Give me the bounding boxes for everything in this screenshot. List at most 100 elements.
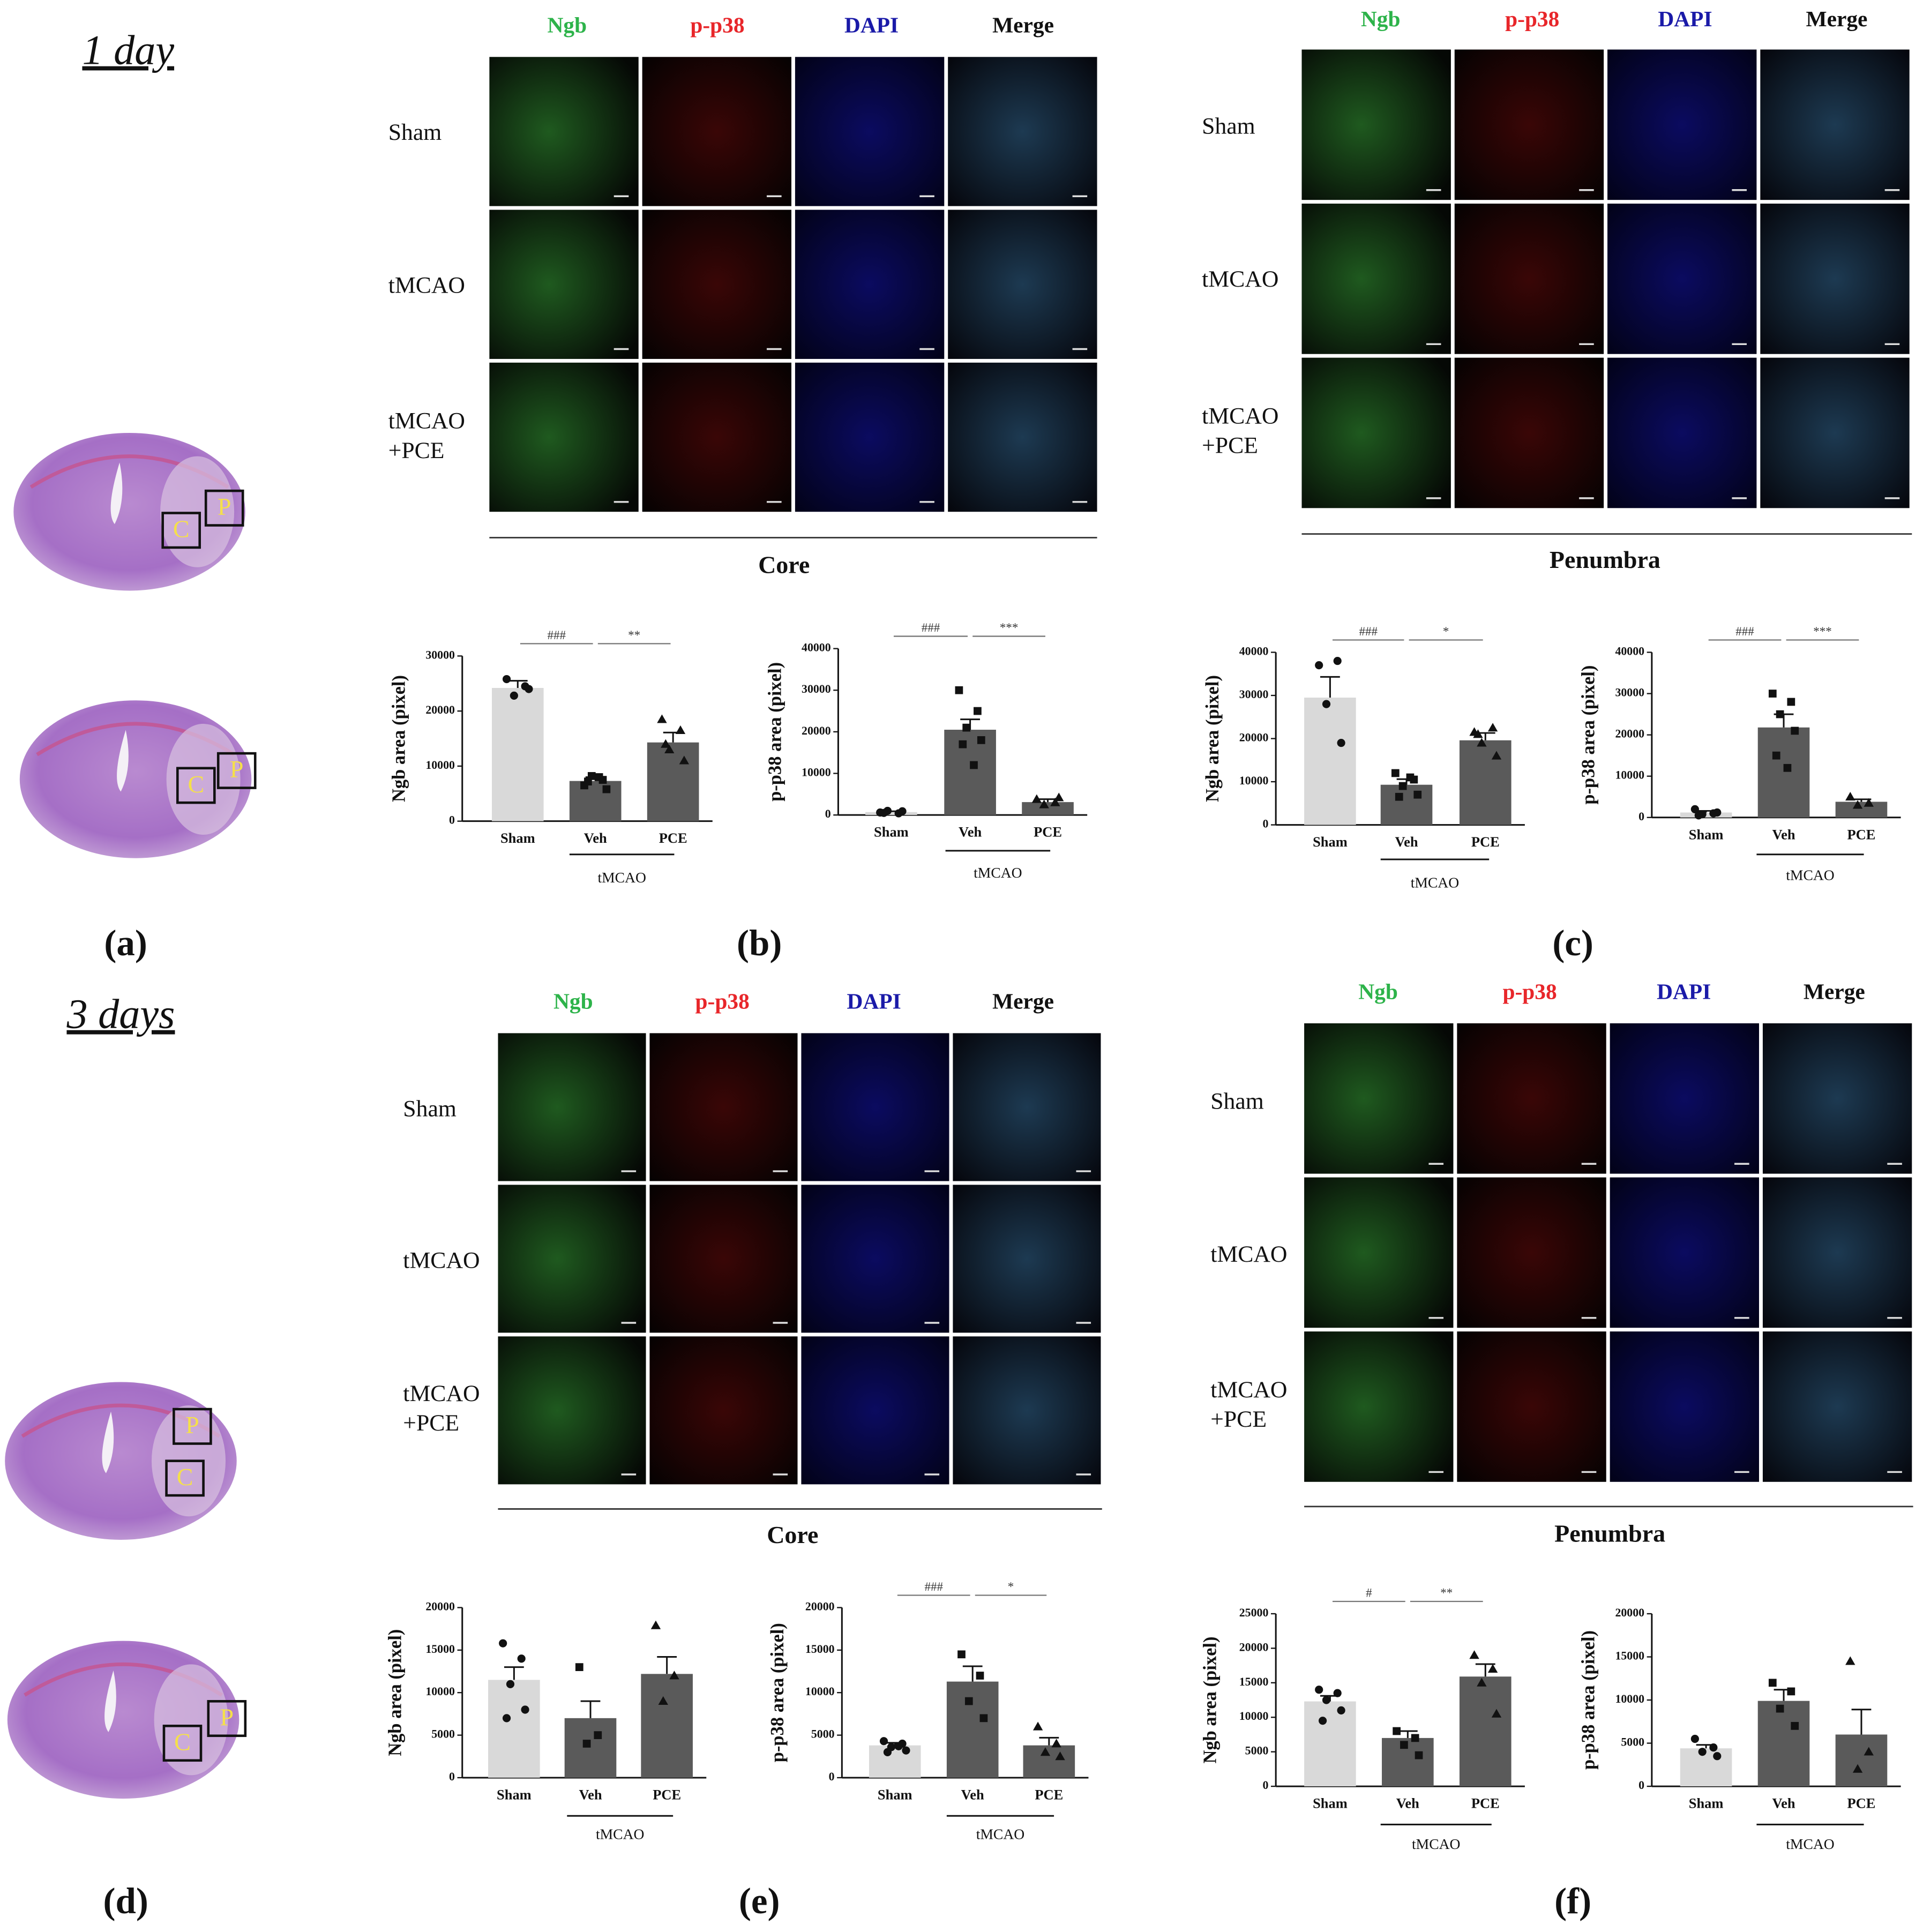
x-tick-label: PCE — [653, 1787, 681, 1803]
data-point — [1395, 792, 1403, 801]
y-tick-label: 0 — [825, 807, 831, 820]
bar — [1459, 740, 1512, 825]
micrograph — [1760, 204, 1910, 354]
data-point — [602, 785, 611, 793]
brain-slice: PC — [7, 1641, 247, 1799]
y-tick-label: 20000 — [1615, 728, 1644, 740]
y-tick-label: 20000 — [425, 1600, 455, 1613]
x-tick-label: Veh — [1772, 826, 1795, 842]
y-tick-label: 5000 — [811, 1728, 835, 1741]
micrograph — [1607, 49, 1757, 200]
bar — [1304, 1701, 1356, 1787]
x-tick-label: Sham — [874, 824, 909, 840]
x-tick-label: Sham — [878, 1787, 912, 1803]
row-label: tMCAO — [388, 273, 465, 298]
panel-label: (a) — [104, 923, 147, 963]
data-point — [1787, 1687, 1795, 1696]
bar — [641, 1674, 693, 1778]
data-point — [1031, 794, 1042, 803]
micrograph — [1304, 1331, 1454, 1482]
data-point — [879, 808, 888, 817]
bar-chart: 0 10000 20000 30000 Ngb area (pixel) Sham Veh P… — [389, 628, 713, 886]
micrograph — [1301, 49, 1451, 200]
row-label: tMCAO — [403, 1381, 480, 1406]
micrograph — [642, 362, 792, 512]
micrograph — [1454, 204, 1604, 354]
data-point — [1713, 808, 1722, 817]
y-axis-label: p-p38 area (pixel) — [1578, 1630, 1599, 1770]
x-tick-label: PCE — [1847, 1795, 1876, 1811]
data-point — [1393, 1727, 1401, 1735]
y-tick-label: 10000 — [425, 759, 455, 772]
micrograph — [795, 362, 945, 512]
data-point — [595, 773, 603, 781]
micrograph — [948, 362, 1097, 512]
x-tick-label: PCE — [1847, 826, 1876, 842]
roi-box — [176, 767, 216, 804]
data-point — [1055, 1751, 1065, 1761]
micrograph — [1760, 357, 1910, 508]
data-point — [955, 686, 963, 694]
significance-label: ** — [628, 628, 640, 642]
y-tick-label: 30000 — [1615, 686, 1644, 699]
data-point — [1406, 773, 1415, 782]
row-label: Sham — [403, 1096, 457, 1121]
y-tick-label: 10000 — [805, 1685, 835, 1698]
row-label: tMCAO — [1210, 1377, 1287, 1403]
x-tick-label: Veh — [1772, 1795, 1795, 1811]
ventricle — [110, 462, 123, 525]
bar-chart: 0 5000 10000 15000 20000 25000 Ngb area (pixel… — [1200, 1586, 1525, 1852]
channel-header: p-p38 — [690, 13, 744, 38]
roi-label: P — [185, 1411, 199, 1439]
data-point — [1333, 1689, 1342, 1697]
data-point — [594, 1731, 602, 1739]
roi-label: P — [220, 1703, 234, 1731]
x-tick-label: Sham — [497, 1787, 532, 1803]
micrograph — [1762, 1023, 1912, 1174]
panel-label: (c) — [1552, 923, 1593, 963]
significance-label: *** — [1000, 621, 1019, 634]
micrograph — [1454, 49, 1604, 200]
error-bar — [1851, 798, 1872, 802]
data-point — [506, 1680, 515, 1688]
micrograph — [642, 209, 792, 359]
data-point — [976, 1672, 984, 1680]
micrograph — [1457, 1177, 1606, 1328]
data-point — [679, 755, 690, 765]
significance-label: ### — [922, 621, 940, 634]
data-point — [1039, 799, 1049, 808]
panel-label: (d) — [103, 1881, 148, 1921]
section-title: 3 days — [66, 991, 175, 1037]
data-point — [1791, 727, 1799, 735]
data-point — [1690, 805, 1699, 813]
data-point — [1852, 1764, 1863, 1773]
region-label: Core — [767, 1521, 818, 1548]
y-tick-label: 20000 — [1239, 731, 1269, 744]
micrograph — [489, 362, 639, 512]
micrograph — [1610, 1177, 1760, 1328]
y-tick-label: 15000 — [1615, 1650, 1644, 1663]
data-point — [1337, 1706, 1345, 1714]
region-label: Penumbra — [1550, 546, 1660, 573]
channel-header: Merge — [992, 13, 1054, 38]
roi-label: C — [188, 770, 204, 798]
data-point — [1398, 782, 1407, 790]
bar — [488, 1680, 540, 1778]
brain-slice: CP — [19, 700, 257, 858]
y-tick-label: 5000 — [1621, 1736, 1644, 1749]
bar-chart: 0 5000 10000 15000 20000 p-p38 area (pixel) Sh… — [1578, 1606, 1901, 1852]
micrograph — [1457, 1331, 1606, 1482]
micrograph — [642, 57, 792, 206]
data-point — [1040, 1747, 1051, 1756]
error-bar — [580, 1700, 601, 1718]
micrograph — [801, 1033, 949, 1181]
data-point — [879, 1737, 888, 1746]
significance-label: ### — [1735, 625, 1754, 638]
y-tick-label: 30000 — [1239, 688, 1269, 701]
panel-label: (f) — [1554, 1881, 1591, 1921]
micrograph — [1454, 357, 1604, 508]
micrograph — [498, 1336, 646, 1485]
micrograph — [498, 1033, 646, 1181]
significance-label: ### — [1359, 625, 1378, 638]
bar — [1459, 1676, 1512, 1787]
